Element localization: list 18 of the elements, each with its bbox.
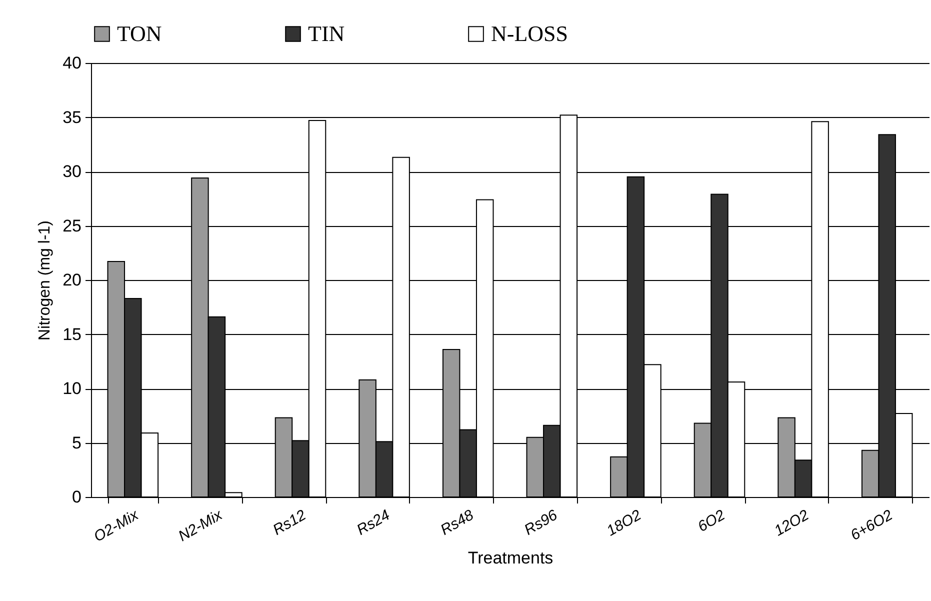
y-tick-label: 25 [62, 216, 82, 236]
y-tick-label: 20 [62, 270, 82, 290]
y-tick-label: 15 [62, 324, 82, 344]
y-tick-label: 5 [72, 433, 82, 452]
x-tick-label: Rs48 [438, 506, 478, 539]
y-tick-label: 10 [62, 379, 82, 398]
legend-label: TON [117, 21, 162, 46]
legend-label: N-LOSS [491, 21, 568, 46]
x-tick-label: Rs12 [270, 506, 310, 539]
y-axis-title: Nitrogen (mg l-1) [36, 220, 54, 341]
y-tick-label: 0 [72, 488, 82, 506]
legend-label: TIN [308, 21, 345, 46]
y-tick-label: 40 [62, 54, 82, 72]
y-tick-label: 30 [62, 162, 82, 181]
x-tick-label: 6O2 [694, 506, 729, 536]
x-axis-title: Treatments [468, 548, 554, 568]
x-tick-label: Rs96 [522, 506, 561, 539]
y-tick-label: 35 [62, 108, 82, 127]
